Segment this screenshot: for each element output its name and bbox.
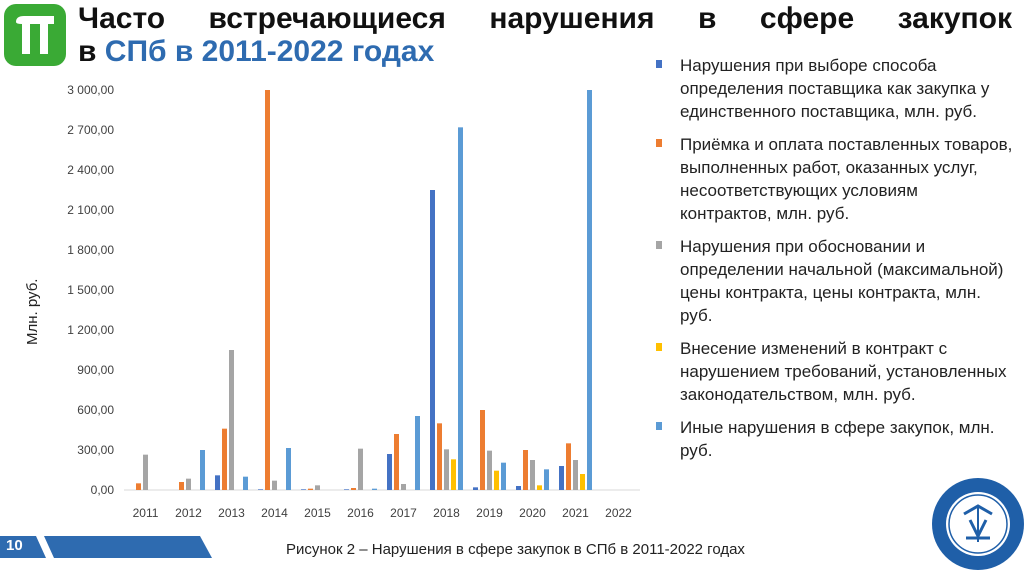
- title-line-2-highlight: СПб в 2011-2022 годах: [104, 35, 435, 68]
- x-tick-label: 2020: [519, 506, 546, 520]
- violations-bar-chart: 0,00 300,00 600,00 900,00 1 200,00 1 500,00 1 …: [67, 83, 640, 520]
- bar: [544, 469, 549, 490]
- y-tick-label: 1 500,00: [67, 283, 114, 297]
- legend-label: Внесение изменений в контракт с нарушени…: [680, 339, 1007, 404]
- chart-legend: Нарушения при выборе способа определения…: [654, 54, 1014, 472]
- legend-item: Нарушения при выборе способа определения…: [654, 54, 1014, 123]
- title-line-1: Часто встречающиеся нарушения в сфере за…: [78, 2, 1012, 35]
- legend-item: Иные нарушения в сфере закупок, млн. руб…: [654, 416, 1014, 462]
- y-tick-label: 3 000,00: [67, 83, 114, 97]
- legend-label: Приёмка и оплата поставленных товаров, в…: [680, 135, 1013, 223]
- bar: [430, 190, 435, 490]
- x-tick-label: 2016: [347, 506, 374, 520]
- bar: [580, 474, 585, 490]
- bar: [530, 460, 535, 490]
- bar: [222, 428, 227, 490]
- x-tick-label: 2012: [175, 506, 202, 520]
- bar: [444, 449, 449, 490]
- bar: [143, 454, 148, 490]
- legend-label: Иные нарушения в сфере закупок, млн. руб…: [680, 418, 995, 460]
- bar: [215, 475, 220, 490]
- bar: [286, 448, 291, 490]
- bar: [401, 484, 406, 490]
- legend-item: Приёмка и оплата поставленных товаров, в…: [654, 133, 1014, 225]
- bar: [358, 448, 363, 490]
- y-tick-label: 2 100,00: [67, 203, 114, 217]
- bar: [437, 423, 442, 490]
- bar: [394, 434, 399, 490]
- figure-caption: Рисунок 2 – Нарушения в сфере закупок в …: [286, 541, 745, 558]
- bar: [372, 488, 377, 490]
- legend-item: Нарушения при обосновании и определении …: [654, 235, 1014, 327]
- bar: [523, 450, 528, 490]
- bar: [487, 450, 492, 490]
- bar: [415, 416, 420, 490]
- bar: [179, 482, 184, 490]
- x-tick-label: 2011: [133, 506, 159, 520]
- y-tick-label: 0,00: [91, 483, 115, 497]
- legend-label: Нарушения при выборе способа определения…: [680, 56, 990, 121]
- y-tick-label: 1 200,00: [67, 323, 114, 337]
- bar: [387, 454, 392, 490]
- legend-label: Нарушения при обосновании и определении …: [680, 237, 1004, 325]
- bar: [229, 350, 234, 490]
- bar: [301, 489, 306, 490]
- x-tick-label: 2014: [261, 506, 288, 520]
- title-line-2: в СПб в 2011-2022 годах: [78, 35, 1012, 68]
- y-tick-label: 900,00: [77, 363, 114, 377]
- legend-swatch: [656, 241, 662, 249]
- bar: [480, 410, 485, 490]
- bar: [537, 485, 542, 490]
- x-tick-label: 2022: [605, 506, 632, 520]
- x-tick-label: 2018: [433, 506, 460, 520]
- y-tick-label: 1 800,00: [67, 243, 114, 257]
- bar: [587, 90, 592, 490]
- page-title: Часто встречающиеся нарушения в сфере за…: [78, 2, 1012, 68]
- bar: [200, 450, 205, 490]
- x-tick-label: 2019: [476, 506, 503, 520]
- legend-item: Внесение изменений в контракт с нарушени…: [654, 337, 1014, 406]
- bar: [516, 486, 521, 490]
- bar: [136, 483, 141, 490]
- bar: [186, 478, 191, 490]
- pi-letter-logo-icon: [4, 4, 66, 66]
- bar: [243, 476, 248, 490]
- bar: [344, 489, 349, 490]
- y-tick-label: 300,00: [77, 443, 114, 457]
- legend-swatch: [656, 139, 662, 147]
- legend-swatch: [656, 422, 662, 430]
- bar: [451, 459, 456, 490]
- x-tick-label: 2017: [390, 506, 417, 520]
- y-tick-label: 600,00: [77, 403, 114, 417]
- bar: [573, 460, 578, 490]
- bar: [265, 90, 270, 490]
- legend-swatch: [656, 60, 662, 68]
- bar: [559, 466, 564, 490]
- y-tick-label: 2 400,00: [67, 163, 114, 177]
- audit-chamber-seal-icon: [932, 478, 1024, 570]
- bar: [315, 485, 320, 490]
- x-tick-label: 2015: [304, 506, 331, 520]
- x-tick-label: 2021: [562, 506, 589, 520]
- page-number: 10: [6, 537, 23, 554]
- x-tick-label: 2013: [218, 506, 245, 520]
- bar: [308, 488, 313, 490]
- bar: [272, 480, 277, 490]
- bar: [351, 488, 356, 490]
- bar: [566, 443, 571, 490]
- y-tick-label: 2 700,00: [67, 123, 114, 137]
- y-axis-label: Млн. руб.: [24, 278, 41, 345]
- title-line-2-prefix: в: [78, 35, 97, 68]
- bar: [458, 127, 463, 490]
- bar: [501, 462, 506, 490]
- legend-swatch: [656, 343, 662, 351]
- bar: [258, 489, 263, 490]
- bar: [473, 487, 478, 490]
- bar: [494, 470, 499, 490]
- footer-bar: [0, 536, 212, 558]
